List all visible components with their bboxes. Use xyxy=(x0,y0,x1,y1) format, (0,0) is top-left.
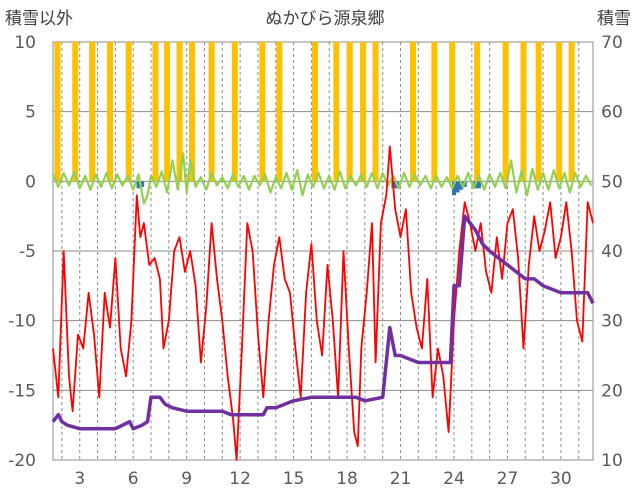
wind-line xyxy=(51,152,593,205)
snowfall-bar xyxy=(89,42,96,182)
grid-lines xyxy=(52,41,594,461)
x-tick-label: 6 xyxy=(128,469,139,489)
right-axis-title: 積雪 xyxy=(597,9,631,29)
snowfall-bar xyxy=(176,42,183,182)
rainfall-bar xyxy=(455,181,460,193)
snowfall-bar xyxy=(333,42,340,182)
y-right-tick-label: 20 xyxy=(601,381,623,401)
x-tick-label: 3 xyxy=(74,469,85,489)
snowfall-bar xyxy=(410,42,416,182)
snowfall-bar xyxy=(259,42,266,182)
x-tick-label: 9 xyxy=(181,469,192,489)
y-left-tick-label: -5 xyxy=(19,242,36,262)
x-tick-label: 21 xyxy=(390,469,412,489)
snowfall-bar xyxy=(431,42,438,182)
snowfall-bar xyxy=(107,42,114,182)
snowfall-bar xyxy=(474,42,481,182)
y-right-tick-label: 30 xyxy=(601,312,623,332)
temperature-line xyxy=(52,145,594,461)
snowfall-bar xyxy=(311,42,318,182)
y-right-tick-label: 70 xyxy=(601,33,623,53)
snowfall-bar xyxy=(189,42,196,182)
snowfall-bar xyxy=(556,42,563,182)
chart-title: ぬかびら源泉郷 xyxy=(266,9,385,29)
snowfall-bar xyxy=(152,42,159,182)
snowfall-bar xyxy=(125,42,132,182)
x-tick-label: 18 xyxy=(336,469,358,489)
plot-border xyxy=(52,41,594,461)
y-left-tick-label: 0 xyxy=(25,172,36,192)
x-tick-label: 27 xyxy=(497,469,519,489)
y-right-tick-label: 50 xyxy=(601,172,623,192)
rainfall-bar xyxy=(476,181,481,189)
snowfall-bar xyxy=(276,42,283,182)
snow-depth-line xyxy=(51,214,595,431)
snowfall-bar xyxy=(568,42,575,182)
snowfall-bar xyxy=(520,42,527,182)
series-layer xyxy=(51,42,595,461)
y-left-tick-label: -20 xyxy=(8,451,36,471)
left-axis-title: 積雪以外 xyxy=(5,9,73,29)
x-tick-label: 30 xyxy=(550,469,572,489)
rainfall-bar xyxy=(140,181,145,187)
snowfall-bar xyxy=(360,42,367,182)
snowfall-bar xyxy=(372,42,379,182)
y-right-tick-label: 60 xyxy=(601,103,623,123)
snowfall-bar xyxy=(502,42,509,182)
snowfall-bar xyxy=(449,42,456,182)
x-tick-label: 24 xyxy=(443,469,465,489)
snowfall-bar xyxy=(164,42,171,182)
rainfall-bar xyxy=(136,181,141,189)
snowfall-bar xyxy=(231,42,238,182)
y-left-tick-label: 10 xyxy=(14,33,36,53)
y-right-tick-label: 10 xyxy=(601,451,623,471)
y-left-tick-label: -15 xyxy=(8,381,36,401)
y-left-tick-label: -10 xyxy=(8,312,36,332)
snowfall-bar xyxy=(54,42,61,182)
y-right-tick-label: 40 xyxy=(601,242,623,262)
rainfall-bar xyxy=(451,181,456,196)
snowfall_bars xyxy=(54,42,575,182)
snowfall-bar xyxy=(72,42,79,182)
x-tick-label: 15 xyxy=(283,469,305,489)
y-left-tick-label: 5 xyxy=(25,103,36,123)
snowfall-bar xyxy=(535,42,542,182)
snowfall-bar xyxy=(346,42,353,182)
x-tick-label: 12 xyxy=(229,469,251,489)
snowfall-bar xyxy=(208,42,215,182)
